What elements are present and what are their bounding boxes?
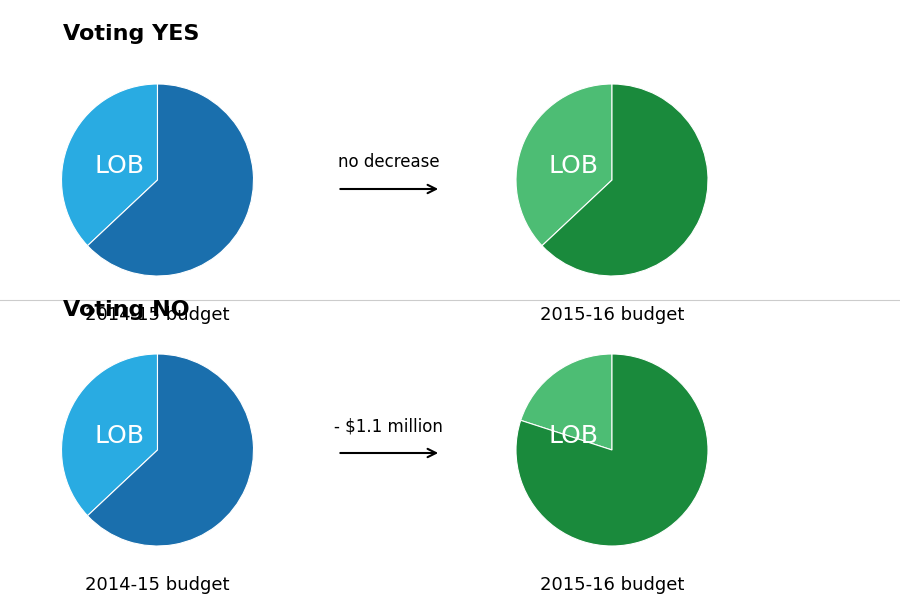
Text: 2014-15 budget: 2014-15 budget <box>86 306 230 324</box>
Wedge shape <box>516 84 612 246</box>
Text: LOB: LOB <box>549 424 598 448</box>
Wedge shape <box>87 84 254 276</box>
Text: 2015-16 budget: 2015-16 budget <box>540 576 684 594</box>
Text: - $1.1 million: - $1.1 million <box>335 417 443 435</box>
Wedge shape <box>61 354 158 516</box>
Text: 2015-16 budget: 2015-16 budget <box>540 306 684 324</box>
Text: Voting YES: Voting YES <box>63 24 200 44</box>
Wedge shape <box>521 354 612 450</box>
Wedge shape <box>516 354 708 546</box>
Wedge shape <box>61 84 158 246</box>
Wedge shape <box>87 354 254 546</box>
Text: no decrease: no decrease <box>338 153 439 171</box>
Wedge shape <box>542 84 708 276</box>
Text: LOB: LOB <box>549 154 598 178</box>
Text: LOB: LOB <box>94 424 144 448</box>
Text: 2014-15 budget: 2014-15 budget <box>86 576 230 594</box>
Text: Voting NO: Voting NO <box>63 300 190 320</box>
Text: LOB: LOB <box>94 154 144 178</box>
